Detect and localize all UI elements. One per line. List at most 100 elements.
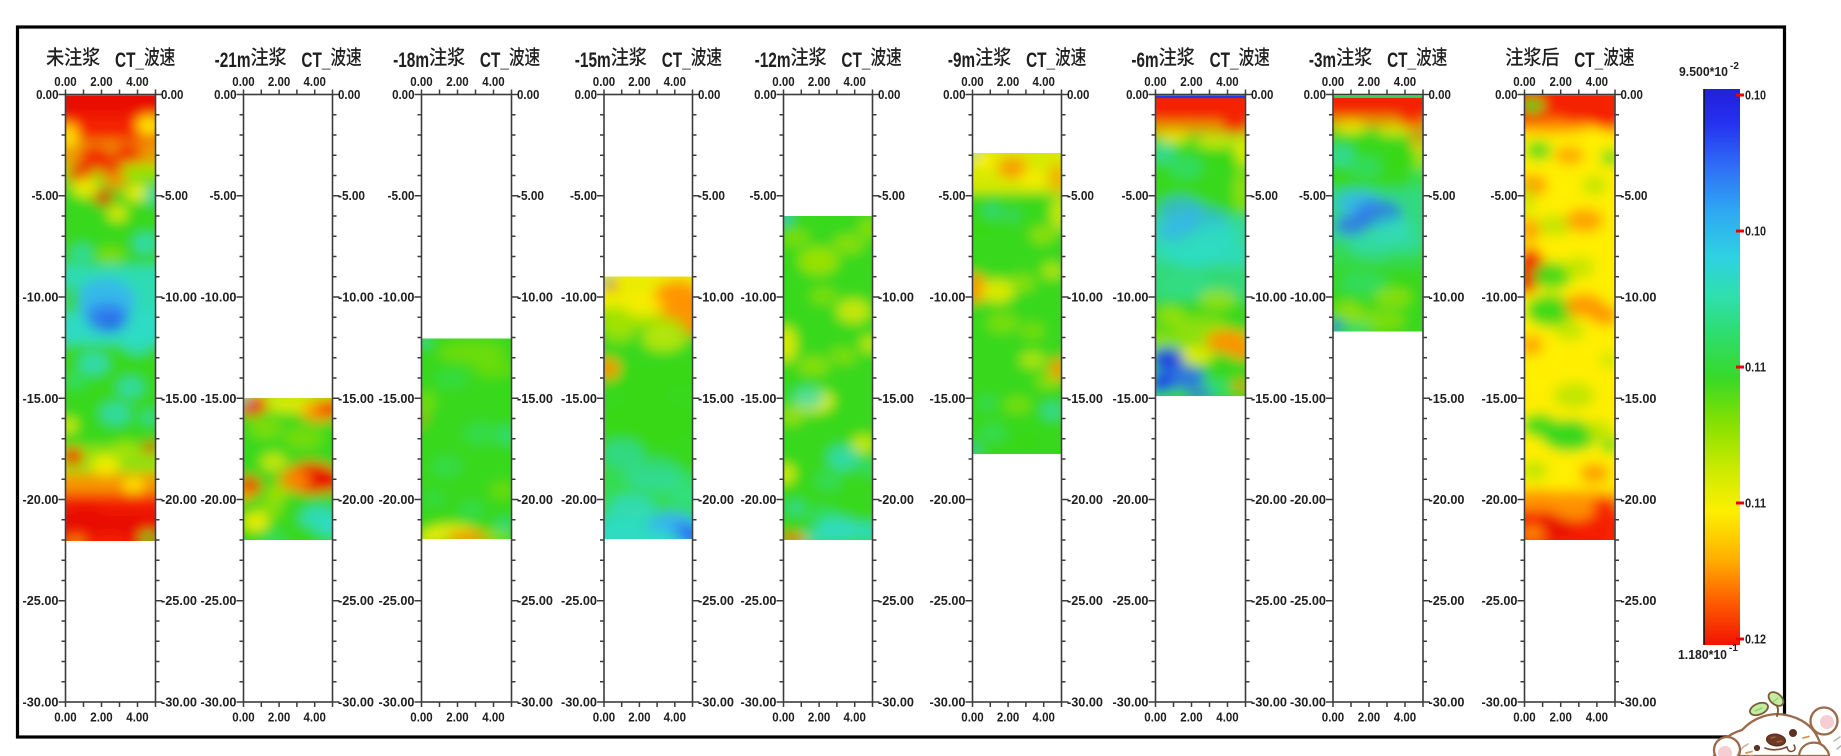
svg-text:-5.00: -5.00: [570, 188, 597, 203]
svg-text:-15.00: -15.00: [878, 391, 914, 406]
svg-text:-15.00: -15.00: [338, 391, 374, 406]
svg-text:-30.00: -30.00: [878, 695, 914, 710]
svg-text:-30.00: -30.00: [1429, 695, 1465, 710]
svg-text:-20.00: -20.00: [1290, 492, 1326, 507]
svg-text:-30.00: -30.00: [338, 695, 374, 710]
svg-text:-15.00: -15.00: [23, 391, 59, 406]
svg-text:-15.00: -15.00: [561, 391, 597, 406]
svg-text:4.00: 4.00: [1033, 74, 1055, 89]
svg-text:-30.00: -30.00: [1067, 695, 1103, 710]
svg-text:0.00: 0.00: [1513, 710, 1535, 725]
svg-text:2.00: 2.00: [1550, 710, 1572, 725]
svg-text:-5.00: -5.00: [1621, 188, 1648, 203]
svg-text:-5.00: -5.00: [939, 188, 966, 203]
svg-text:0.00: 0.00: [961, 74, 983, 89]
svg-text:-20.00: -20.00: [930, 492, 966, 507]
svg-text:-30.00: -30.00: [201, 695, 237, 710]
svg-text:2.00: 2.00: [1180, 74, 1202, 89]
svg-text:0.00: 0.00: [410, 74, 432, 89]
svg-text:0.00: 0.00: [961, 710, 983, 725]
svg-text:2.00: 2.00: [1358, 710, 1380, 725]
svg-text:-25.00: -25.00: [1113, 593, 1149, 608]
svg-text:2.00: 2.00: [1358, 74, 1380, 89]
svg-text:-30.00: -30.00: [23, 695, 59, 710]
svg-text:-20.00: -20.00: [201, 492, 237, 507]
svg-text:-10.00: -10.00: [1290, 290, 1326, 305]
svg-text:-5.00: -5.00: [1429, 188, 1456, 203]
svg-text:0.00: 0.00: [338, 87, 360, 102]
svg-text:0.00: 0.00: [754, 87, 776, 102]
svg-text:-5.00: -5.00: [1067, 188, 1094, 203]
svg-text:-15.00: -15.00: [741, 391, 777, 406]
svg-text:-25.00: -25.00: [338, 593, 374, 608]
svg-text:0.12: 0.12: [1745, 632, 1766, 647]
svg-text:0.00: 0.00: [392, 87, 414, 102]
svg-text:0.00: 0.00: [593, 710, 615, 725]
svg-text:-10.00: -10.00: [741, 290, 777, 305]
svg-text:0.00: 0.00: [36, 87, 58, 102]
svg-text:-5.00: -5.00: [750, 188, 777, 203]
svg-text:-30.00: -30.00: [1113, 695, 1149, 710]
svg-text:-15m: -15m: [575, 49, 611, 72]
svg-text:0.00: 0.00: [214, 87, 236, 102]
svg-text:-10.00: -10.00: [1067, 290, 1103, 305]
svg-text:0.00: 0.00: [1251, 87, 1273, 102]
svg-text:-25.00: -25.00: [741, 593, 777, 608]
svg-text:-21m: -21m: [215, 49, 251, 72]
svg-text:-25.00: -25.00: [201, 593, 237, 608]
svg-text:-25.00: -25.00: [23, 593, 59, 608]
svg-text:-30.00: -30.00: [517, 695, 553, 710]
svg-text:1.180*10: 1.180*10: [1678, 647, 1727, 662]
svg-text:4.00: 4.00: [304, 710, 326, 725]
svg-text:-25.00: -25.00: [1290, 593, 1326, 608]
svg-text:-15.00: -15.00: [201, 391, 237, 406]
svg-text:CT_: CT_: [1210, 49, 1239, 72]
svg-text:0.00: 0.00: [575, 87, 597, 102]
svg-text:-18m: -18m: [393, 49, 429, 72]
svg-text:0.00: 0.00: [232, 74, 254, 89]
svg-text:4.00: 4.00: [126, 710, 148, 725]
svg-text:-10.00: -10.00: [930, 290, 966, 305]
svg-text:CT_: CT_: [115, 49, 144, 72]
svg-text:0.00: 0.00: [232, 710, 254, 725]
svg-text:-30.00: -30.00: [1290, 695, 1326, 710]
svg-text:-25.00: -25.00: [1482, 593, 1518, 608]
svg-text:-10.00: -10.00: [338, 290, 374, 305]
svg-text:4.00: 4.00: [1394, 710, 1416, 725]
svg-text:-30.00: -30.00: [379, 695, 415, 710]
svg-text:0.11: 0.11: [1745, 360, 1766, 375]
svg-text:-30.00: -30.00: [561, 695, 597, 710]
svg-text:-30.00: -30.00: [1621, 695, 1657, 710]
svg-text:-10.00: -10.00: [379, 290, 415, 305]
svg-text:-20.00: -20.00: [561, 492, 597, 507]
svg-text:4.00: 4.00: [1394, 74, 1416, 89]
svg-text:-20.00: -20.00: [379, 492, 415, 507]
svg-text:0.00: 0.00: [517, 87, 539, 102]
svg-text:-10.00: -10.00: [201, 290, 237, 305]
svg-text:-10.00: -10.00: [1621, 290, 1657, 305]
svg-text:4.00: 4.00: [664, 74, 686, 89]
svg-text:0.00: 0.00: [1144, 74, 1166, 89]
svg-text:-25.00: -25.00: [1621, 593, 1657, 608]
svg-text:4.00: 4.00: [1033, 710, 1055, 725]
svg-text:-12m: -12m: [755, 49, 791, 72]
svg-text:-5.00: -5.00: [698, 188, 725, 203]
svg-text:0.00: 0.00: [878, 87, 900, 102]
svg-text:0.00: 0.00: [54, 710, 76, 725]
svg-text:-5.00: -5.00: [1491, 188, 1518, 203]
svg-text:2.00: 2.00: [808, 74, 830, 89]
svg-text:-20.00: -20.00: [1113, 492, 1149, 507]
svg-text:-15.00: -15.00: [1429, 391, 1465, 406]
svg-text:0.11: 0.11: [1745, 496, 1766, 511]
svg-text:-30.00: -30.00: [930, 695, 966, 710]
svg-text:-10.00: -10.00: [561, 290, 597, 305]
svg-text:2.00: 2.00: [268, 74, 290, 89]
svg-text:-5.00: -5.00: [1122, 188, 1149, 203]
svg-text:-10.00: -10.00: [698, 290, 734, 305]
svg-text:-20.00: -20.00: [338, 492, 374, 507]
svg-text:0.00: 0.00: [1304, 87, 1326, 102]
svg-text:-20.00: -20.00: [741, 492, 777, 507]
svg-text:-30.00: -30.00: [1251, 695, 1287, 710]
svg-text:-20.00: -20.00: [1482, 492, 1518, 507]
svg-text:0.00: 0.00: [943, 87, 965, 102]
